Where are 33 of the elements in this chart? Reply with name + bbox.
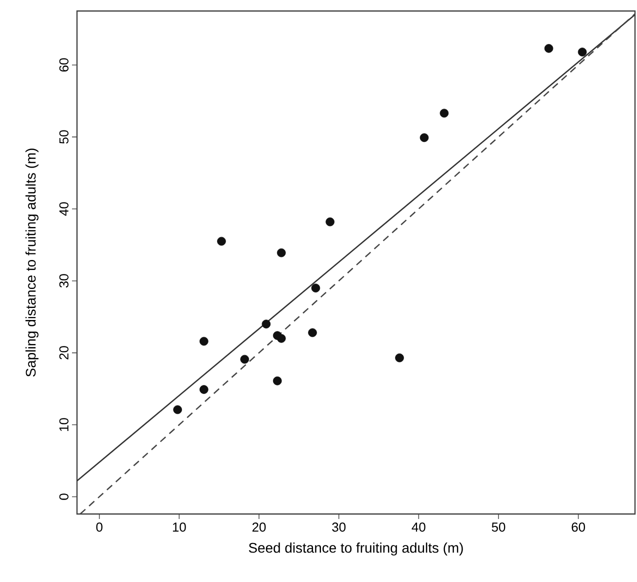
y-tick-label: 60 <box>59 58 68 72</box>
point <box>173 405 182 414</box>
x-tick-label: 50 <box>492 522 506 532</box>
x-tick-label: 40 <box>412 522 426 532</box>
x-tick-label: 30 <box>332 522 346 532</box>
point <box>544 44 554 53</box>
x-tick-label: 20 <box>252 522 266 532</box>
y-tick-label: 40 <box>59 202 68 216</box>
y-tick-label: 0 <box>59 494 68 500</box>
point <box>311 284 320 292</box>
y-axis-title: Sapling distance to fruiting adults (m) <box>25 148 38 377</box>
point <box>217 236 226 246</box>
point <box>308 328 317 338</box>
y-tick-label: 30 <box>59 274 68 288</box>
point <box>440 108 449 118</box>
point <box>420 133 429 142</box>
point <box>200 336 208 346</box>
x-axis-title: Seed distance to fruiting adults (m) <box>248 542 463 556</box>
x-tick-label: 60 <box>572 522 586 532</box>
point <box>326 217 334 226</box>
point <box>262 320 271 328</box>
point <box>578 48 587 56</box>
point <box>276 334 286 343</box>
x-tick-label: 10 <box>172 522 186 532</box>
point <box>395 353 404 362</box>
point <box>272 376 282 386</box>
point <box>200 385 208 394</box>
point <box>276 248 286 258</box>
y-tick-label: 50 <box>59 130 68 144</box>
x-tick-label: 0 <box>96 522 102 532</box>
y-tick-label: 10 <box>59 418 68 431</box>
point <box>240 354 250 364</box>
y-tick-label: 20 <box>59 346 68 360</box>
